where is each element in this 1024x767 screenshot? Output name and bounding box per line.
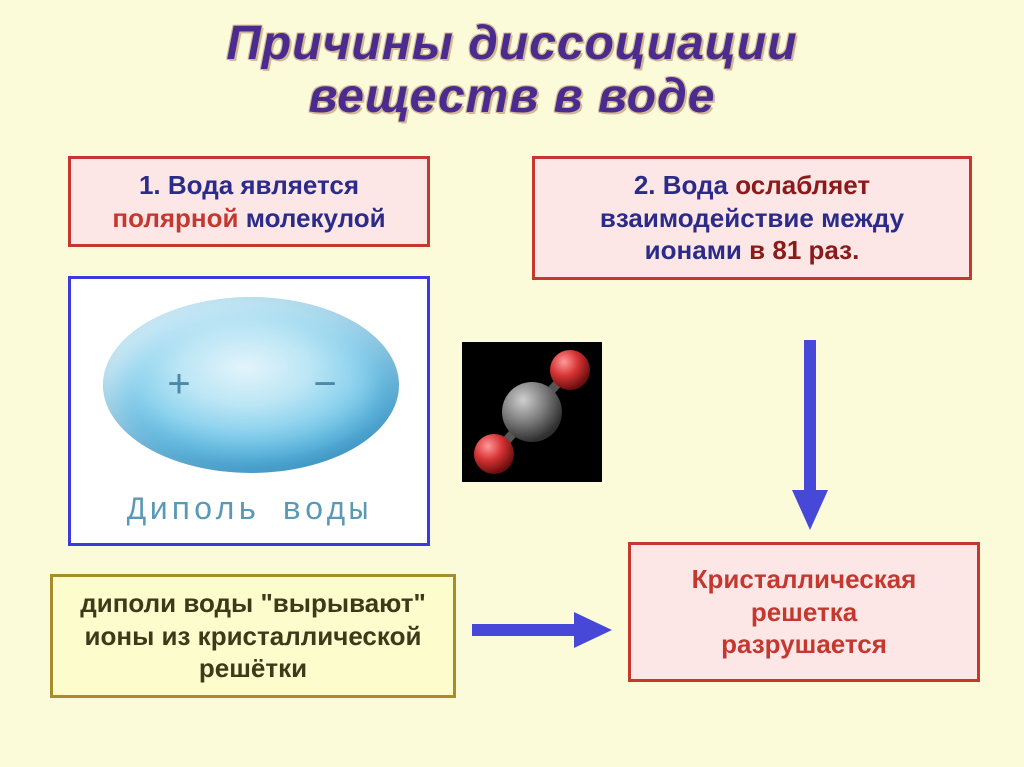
box2-prefix: 2. Вода bbox=[634, 170, 735, 200]
page-title: Причины диссоциации веществ в воде bbox=[0, 0, 1024, 124]
box1-suffix: молекулой bbox=[246, 203, 386, 233]
molecule-figure bbox=[462, 342, 602, 482]
arrow-right-icon bbox=[472, 612, 612, 648]
box4-line3: разрушается bbox=[721, 629, 887, 659]
box4-line2: решетка bbox=[751, 597, 857, 627]
effect-box-lattice: Кристаллическая решетка разрушается bbox=[628, 542, 980, 682]
reason-box-2: 2. Вода ослабляет взаимодействие между и… bbox=[532, 156, 972, 280]
minus-sign: − bbox=[313, 365, 337, 410]
box1-highlight: полярной bbox=[112, 203, 238, 233]
box2-highlight2: в 81 раз bbox=[749, 235, 852, 265]
box2-highlight: ослабляет bbox=[735, 170, 870, 200]
box1-prefix: 1. Вода является bbox=[139, 170, 359, 200]
box3-line1: диполи воды "вырывают" bbox=[80, 588, 426, 618]
box4-line1: Кристаллическая bbox=[692, 564, 917, 594]
molecule-svg bbox=[462, 342, 602, 482]
effect-box-dipoles: диполи воды "вырывают" ионы из кристалли… bbox=[50, 574, 456, 698]
dipole-label: Диполь воды bbox=[71, 492, 427, 529]
title-line1: Причины диссоциации bbox=[226, 17, 797, 70]
arrow-down-icon bbox=[792, 340, 828, 530]
box3-line3: решётки bbox=[199, 653, 307, 683]
reason-box-1: 1. Вода является полярной молекулой bbox=[68, 156, 430, 247]
plus-sign: + bbox=[167, 365, 191, 410]
dipole-figure: + − Диполь воды bbox=[68, 276, 430, 546]
dipole-ellipse-shape bbox=[103, 297, 399, 473]
box2-suffix: . bbox=[852, 235, 859, 265]
title-line2: веществ в воде bbox=[309, 70, 716, 123]
box3-line2: ионы из кристаллической bbox=[85, 621, 422, 651]
